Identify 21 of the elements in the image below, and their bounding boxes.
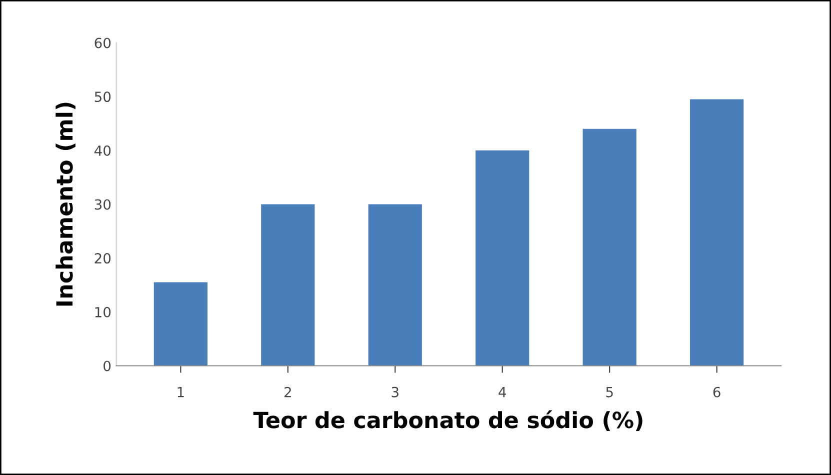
x-tick-label: 2 [284, 386, 291, 398]
bar [690, 99, 744, 366]
bar [368, 204, 422, 366]
y-tick-label: 30 [94, 199, 111, 210]
y-tick-label: 0 [104, 360, 111, 372]
y-tick-label: 40 [94, 145, 111, 156]
bar [154, 282, 208, 366]
y-tick-label: 60 [94, 38, 111, 48]
y-tick-label: 20 [94, 253, 111, 264]
y-axis-title: Inchamento (ml) [56, 102, 76, 306]
y-tick-label: 50 [94, 92, 111, 102]
x-tick-label: 6 [713, 386, 720, 398]
x-axis-title: Teor de carbonato de sódio (%) [253, 410, 642, 431]
x-tick-label: 5 [606, 387, 613, 398]
y-tick-label: 10 [95, 306, 111, 318]
x-tick-label: 1 [178, 387, 184, 398]
x-tick-label: 3 [392, 386, 398, 398]
x-tick-label: 4 [498, 387, 506, 398]
bar [476, 150, 530, 366]
bar [261, 204, 315, 366]
bar [582, 128, 636, 366]
